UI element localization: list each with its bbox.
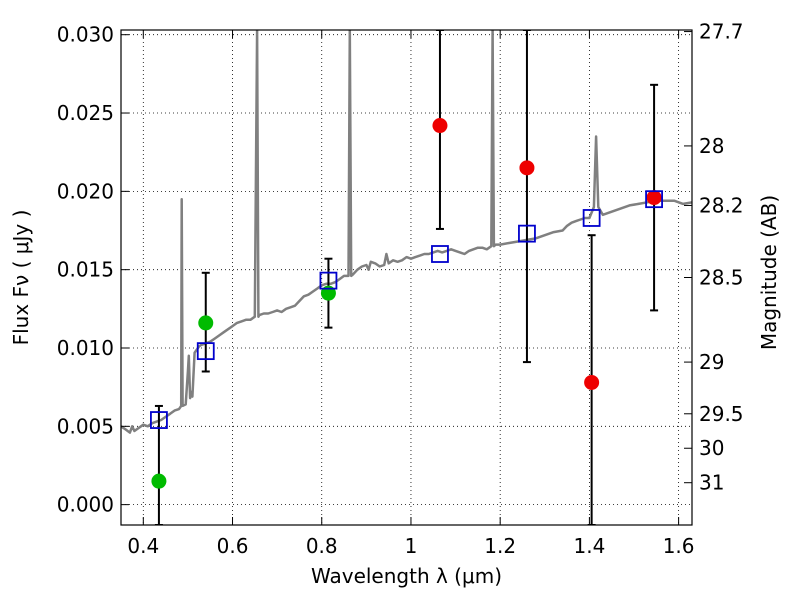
y2-axis-title: Magnitude (AB) — [757, 195, 781, 350]
y2-tick-label: 28.5 — [699, 266, 744, 290]
observed-point-red — [646, 190, 662, 206]
observed-point-red — [432, 118, 448, 134]
y-tick-label: 0.010 — [57, 336, 114, 360]
y2-tick-label: 27.7 — [699, 20, 744, 44]
x-tick-label: 1.6 — [663, 534, 695, 558]
model-photometry-layer — [150, 190, 663, 429]
y2-tick-label: 28.2 — [699, 193, 744, 217]
model-photometry-square — [518, 224, 536, 243]
error-bar-layer — [154, 30, 659, 525]
y2-tick-labels: 27.7 28 28.2 28.5 29 29.5 30 31 — [699, 20, 744, 495]
y-tick-label: 0.025 — [57, 101, 114, 125]
model-photometry-square — [319, 271, 338, 290]
x-tick-label: 0.4 — [127, 534, 159, 558]
y-tick-label: 0.005 — [57, 414, 114, 438]
x-tick-label: 0.8 — [306, 534, 338, 558]
y-axis-title: Flux Fν ( μJy ) — [9, 210, 33, 346]
y-tick-label: 0.030 — [57, 23, 114, 47]
x-tick-label: 1.4 — [573, 534, 605, 558]
model-photometry-square — [645, 190, 663, 209]
y2-tick-label: 30 — [699, 436, 724, 460]
model-photometry-square — [431, 245, 449, 263]
model-spectrum-layer — [121, 30, 692, 434]
model-photometry-square — [582, 209, 601, 227]
x-tick-label: 1 — [405, 534, 418, 558]
grid-lines — [121, 30, 692, 525]
axis-ticks — [121, 30, 692, 525]
observed-point-green — [151, 473, 167, 489]
y2-tick-label: 31 — [699, 471, 724, 495]
y-tick-label: 0.000 — [57, 493, 114, 517]
model-photometry-square — [196, 342, 215, 361]
observed-point-green — [198, 315, 214, 331]
x-tick-label: 0.6 — [217, 534, 249, 558]
y-tick-label: 0.015 — [57, 258, 114, 282]
model-spectrum-line — [121, 30, 692, 434]
x-axis-title: Wavelength λ (μm) — [311, 564, 502, 588]
y-tick-label: 0.020 — [57, 179, 114, 203]
x-tick-label: 1.2 — [484, 534, 516, 558]
observed-point-red — [519, 160, 535, 176]
model-photometry-square — [150, 411, 168, 429]
observed-green-layer — [151, 285, 336, 489]
x-tick-labels: 0.4 0.6 0.8 1 1.2 1.4 1.6 — [127, 534, 694, 558]
y2-tick-label: 28 — [699, 134, 724, 158]
y2-tick-label: 29.5 — [699, 402, 744, 426]
y-tick-labels: 0.000 0.005 0.010 0.015 0.020 0.025 0.030 — [57, 23, 114, 517]
y2-tick-label: 29 — [699, 350, 724, 374]
observed-point-red — [584, 374, 600, 390]
observed-red-layer — [432, 118, 662, 390]
